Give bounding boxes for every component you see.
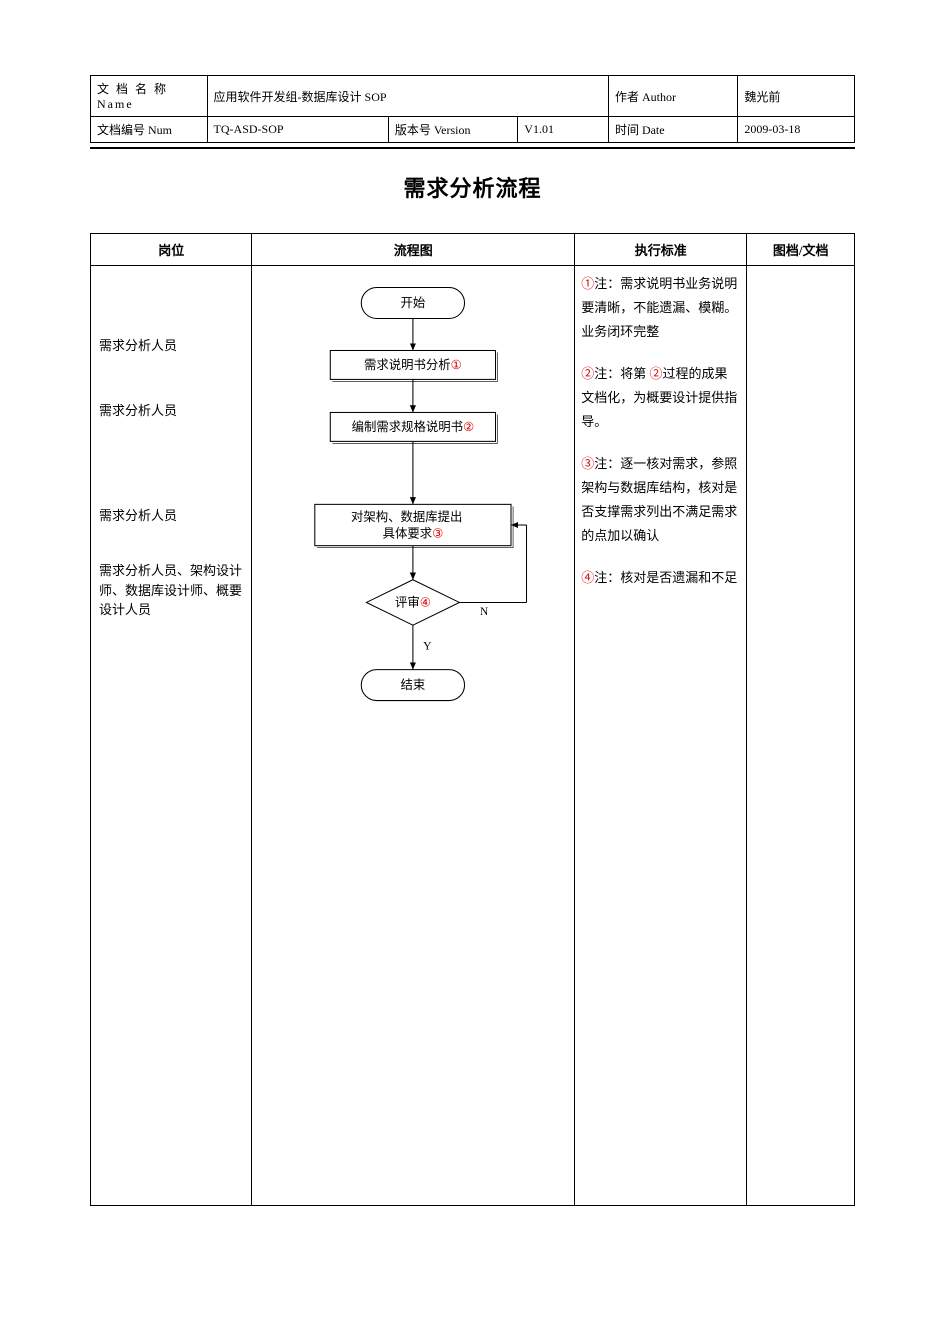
flowchart: 开始需求说明书分析① 编制需求规格说明书② 对架构、数据库提出具体要求③ 评审④ 结束 Y… <box>258 272 568 792</box>
main-table: 岗位 流程图 执行标准 图档/文档 需求分析人员 需求分析人员 需求分析人员 需… <box>90 233 855 1206</box>
roles-cell: 需求分析人员 需求分析人员 需求分析人员 需求分析人员、架构设计师、数据库设计师… <box>91 266 252 1206</box>
doc-header-table: 文 档 名 称 Name 应用软件开发组-数据库设计 SOP 作者 Author… <box>90 75 855 143</box>
svg-text:结束: 结束 <box>401 678 426 692</box>
svg-text:具体要求③: 具体要求③ <box>383 526 444 540</box>
role-3: 需求分析人员 <box>99 506 243 526</box>
author-value: 魏光前 <box>738 76 855 117</box>
flowchart-cell: 开始需求说明书分析① 编制需求规格说明书② 对架构、数据库提出具体要求③ 评审④ 结束 Y… <box>252 266 575 1206</box>
circ-2: ② <box>581 366 594 381</box>
author-label: 作者 Author <box>608 76 737 117</box>
date-label: 时间 Date <box>608 117 737 143</box>
date-value: 2009-03-18 <box>738 117 855 143</box>
svg-text:Y: Y <box>424 640 432 652</box>
num-label: 文档编号 Num <box>91 117 208 143</box>
header-rule <box>90 147 855 149</box>
name-value: 应用软件开发组-数据库设计 SOP <box>207 76 608 117</box>
standard-note-4: ④注：核对是否遗漏和不足 <box>581 566 740 590</box>
svg-text:N: N <box>480 606 488 618</box>
role-4: 需求分析人员、架构设计师、数据库设计师、概要设计人员 <box>99 561 243 620</box>
standards-cell: ①注：需求说明书业务说明要清晰，不能遗漏、模糊。业务闭环完整 ②注：将第 ②过程… <box>575 266 747 1206</box>
version-value: V1.01 <box>518 117 609 143</box>
role-2: 需求分析人员 <box>99 401 243 421</box>
page-title: 需求分析流程 <box>90 171 855 203</box>
svg-text:开始: 开始 <box>401 296 426 310</box>
col-header-flow: 流程图 <box>252 234 575 266</box>
svg-text:对架构、数据库提出: 对架构、数据库提出 <box>351 509 462 524</box>
col-header-doc: 图档/文档 <box>747 234 855 266</box>
standard-note-2: ②注：将第 ②过程的成果文档化，为概要设计提供指导。 <box>581 362 740 434</box>
svg-text:编制需求规格说明书②: 编制需求规格说明书② <box>352 419 475 434</box>
svg-text:评审④: 评审④ <box>395 595 431 610</box>
circ-3: ③ <box>581 456 594 471</box>
standard-note-3: ③注：逐一核对需求，参照架构与数据库结构，核对是否支撑需求列出不满足需求的点加以… <box>581 452 740 548</box>
col-header-standard: 执行标准 <box>575 234 747 266</box>
col-header-role: 岗位 <box>91 234 252 266</box>
version-label: 版本号 Version <box>388 117 517 143</box>
num-value: TQ-ASD-SOP <box>207 117 388 143</box>
circ-4: ④ <box>581 570 594 585</box>
name-label: 文 档 名 称 Name <box>91 76 208 117</box>
doc-cell <box>747 266 855 1206</box>
svg-text:需求说明书分析①: 需求说明书分析① <box>364 357 462 372</box>
role-1: 需求分析人员 <box>99 336 243 356</box>
standard-note-1: ①注：需求说明书业务说明要清晰，不能遗漏、模糊。业务闭环完整 <box>581 272 740 344</box>
circ-1: ① <box>581 276 594 291</box>
